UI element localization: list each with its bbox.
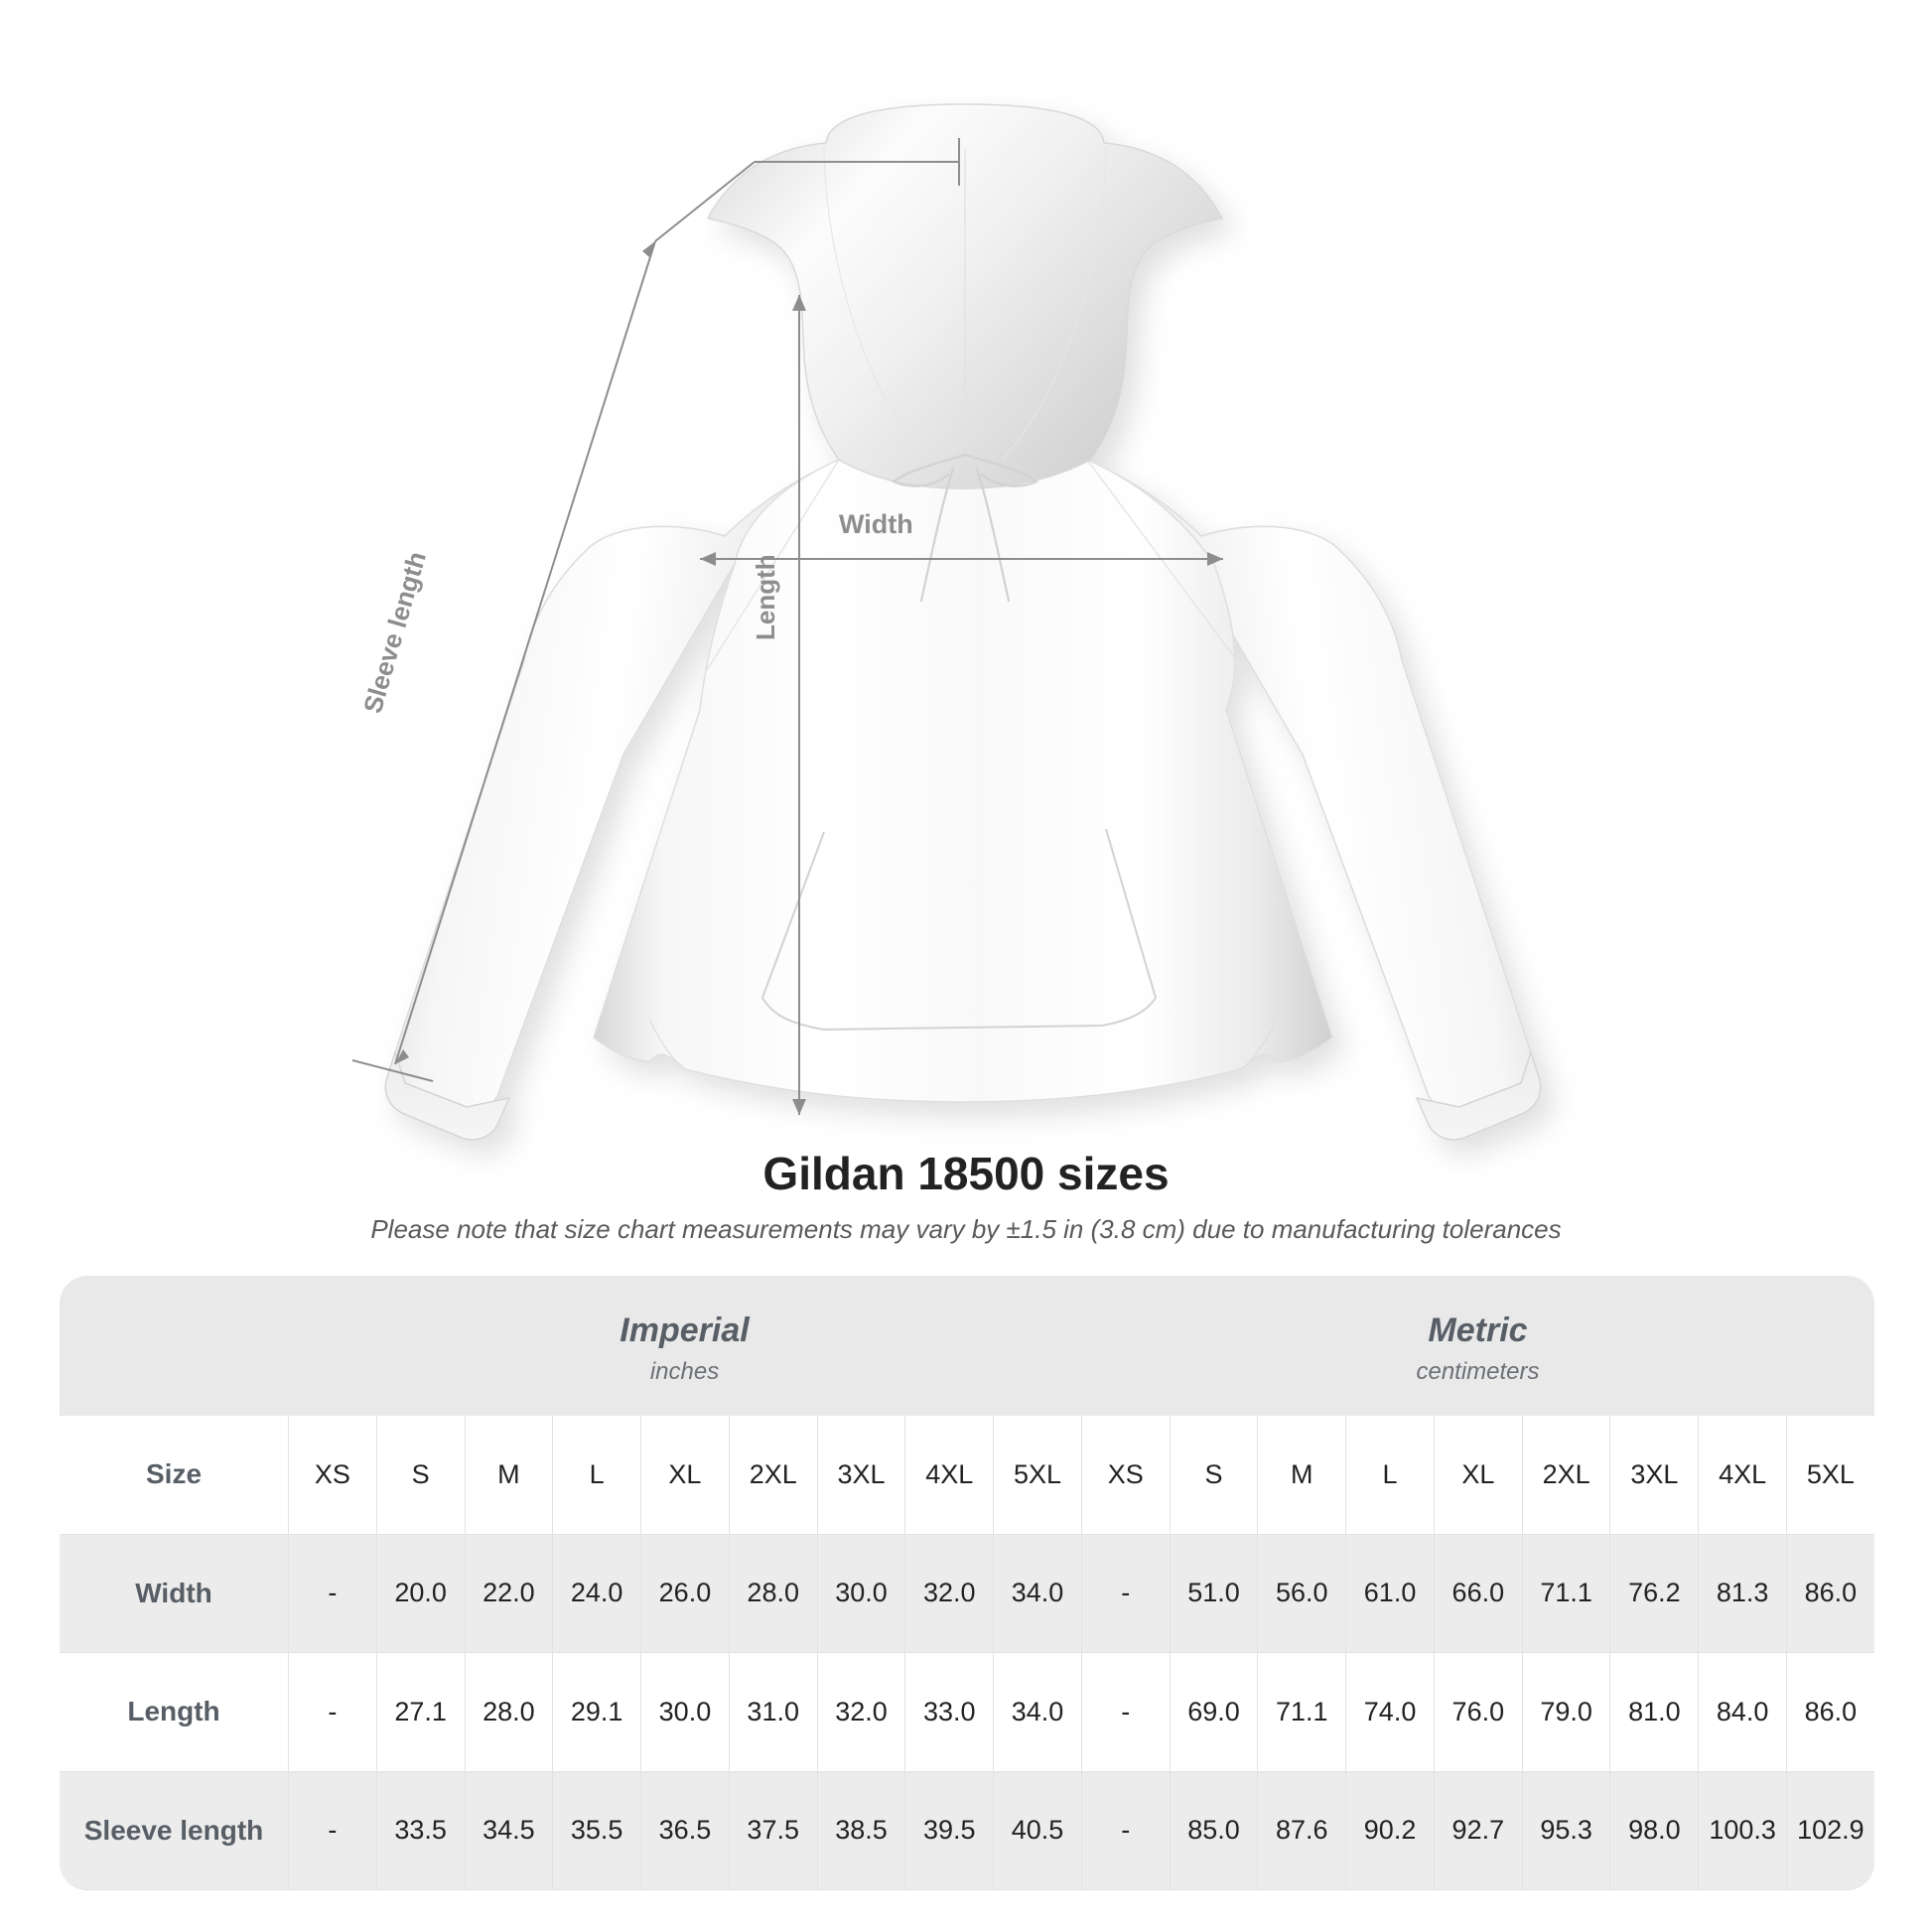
svg-text:Width: Width: [839, 509, 913, 539]
svg-text:Sleeve length: Sleeve length: [357, 548, 432, 716]
svg-text:Length: Length: [751, 554, 780, 640]
